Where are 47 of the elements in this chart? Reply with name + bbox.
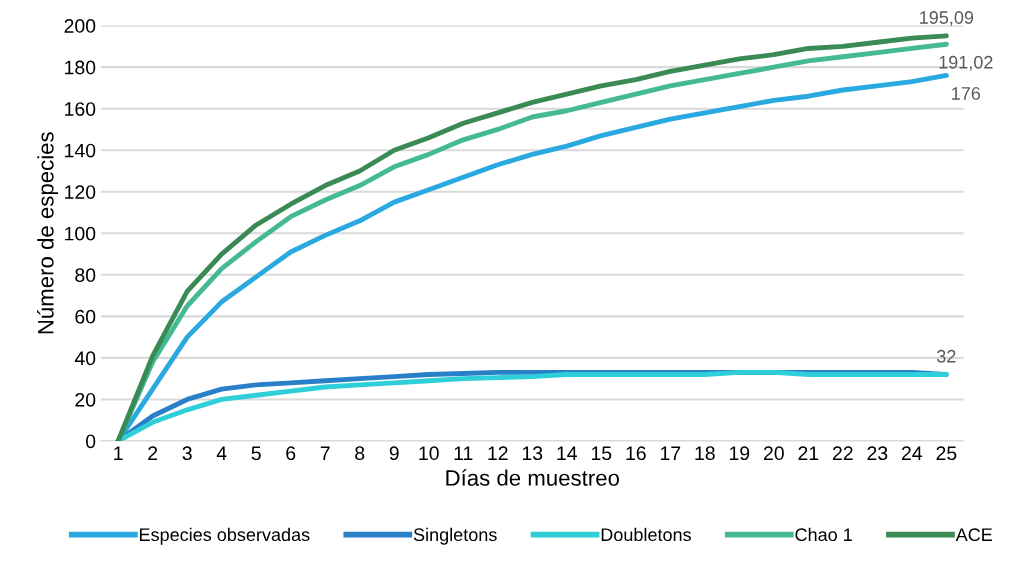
y-tick-label: 200: [64, 19, 96, 33]
y-tick-label: 80: [75, 268, 96, 283]
data-label: 195,09: [920, 11, 974, 27]
x-tick-label: 6: [286, 446, 296, 461]
x-tick-label: 25: [936, 446, 957, 461]
legend-label: Doubletons: [601, 527, 691, 542]
y-tick-label: 60: [75, 309, 96, 324]
y-tick-label: 140: [65, 143, 96, 158]
y-tick-label: 180: [65, 60, 96, 75]
legend-label: Chao 1: [795, 527, 852, 542]
x-tick-label: 1: [114, 446, 123, 460]
x-tick-label: 24: [902, 446, 923, 460]
x-tick-label: 23: [867, 446, 888, 461]
x-tick-label: 9: [389, 446, 399, 461]
y-tick-label: 0: [85, 434, 96, 449]
y-tick-label: 40: [74, 351, 96, 366]
x-tick-label: 4: [216, 446, 227, 460]
x-tick-label: 18: [695, 446, 715, 461]
x-tick-label: 22: [832, 446, 853, 460]
x-tick-label: 10: [419, 446, 439, 461]
data-label: 191,02: [939, 55, 993, 71]
y-tick-label: 160: [65, 102, 96, 116]
x-tick-label: 17: [660, 446, 681, 460]
x-tick-label: 5: [251, 446, 261, 461]
x-tick-label: 11: [454, 446, 473, 460]
x-tick-label: 3: [182, 446, 192, 461]
x-tick-label: 7: [320, 446, 330, 460]
y-axis-title: Número de especies: [37, 132, 59, 334]
x-tick-label: 13: [522, 446, 543, 461]
data-label: 32: [936, 349, 956, 363]
x-tick-label: 14: [557, 446, 577, 460]
y-tick-label: 20: [75, 392, 96, 407]
x-tick-label: 16: [626, 446, 646, 461]
x-tick-label: 20: [763, 446, 784, 461]
x-axis-title: Días de muestreo: [446, 469, 620, 486]
x-tick-label: 21: [798, 446, 819, 460]
data-label: 176: [952, 87, 981, 100]
legend-label: Singletons: [413, 527, 497, 545]
x-tick-label: 15: [591, 446, 612, 461]
x-tick-label: 12: [488, 446, 508, 460]
y-tick-label: 100: [65, 226, 96, 241]
y-tick-label: 120: [65, 185, 96, 199]
x-tick-label: 8: [355, 446, 365, 461]
x-tick-label: 2: [148, 446, 158, 460]
legend-label: ACE: [955, 528, 993, 542]
x-tick-label: 19: [729, 446, 750, 461]
legend-label: Especies observadas: [139, 527, 310, 545]
